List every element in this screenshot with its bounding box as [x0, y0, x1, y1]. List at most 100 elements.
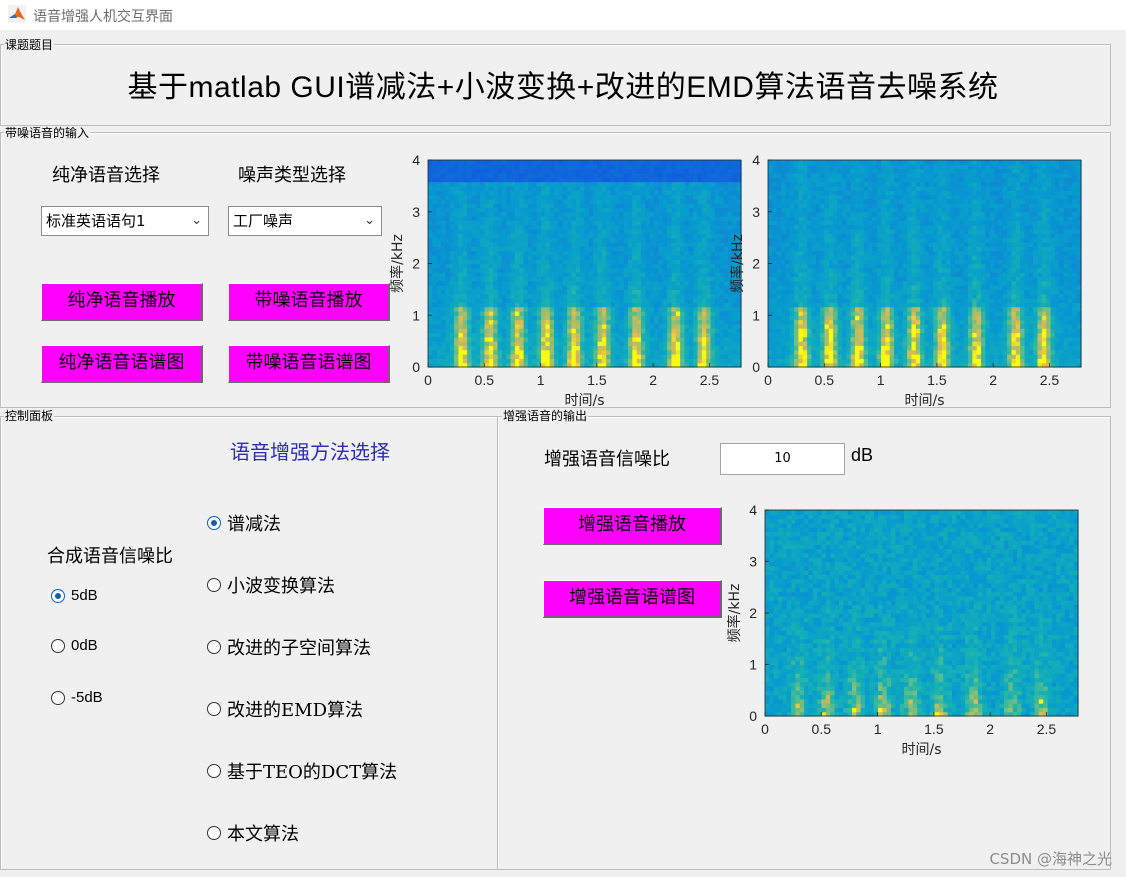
y-tick-label: 1: [412, 307, 420, 323]
y-tick-label: 2: [749, 605, 757, 621]
y-tick-label: 0: [749, 708, 757, 724]
noise-type-select[interactable]: 工厂噪声 ⌄: [228, 206, 382, 236]
y-tick-label: 4: [752, 152, 760, 168]
topic-panel-label: 课题题目: [4, 38, 55, 52]
method-radio-wavelet[interactable]: 小波变换算法: [207, 572, 335, 598]
clean-spectrogram-button[interactable]: 纯净语音语谱图: [41, 345, 203, 383]
y-axis-label: 频率/kHz: [726, 584, 743, 643]
x-tick-label: 0.5: [812, 721, 832, 737]
x-tick-label: 2.5: [1040, 372, 1060, 388]
noisy-spectrogram-button[interactable]: 带噪语音语谱图: [228, 345, 390, 383]
y-tick-label: 4: [749, 502, 757, 518]
enhanced-snr-field[interactable]: 10: [720, 443, 845, 475]
x-axis-label: 时间/s: [904, 393, 944, 406]
radio-button-icon: [207, 578, 221, 592]
snr-option-label: 5dB: [71, 587, 98, 604]
enhanced-spectrogram-button[interactable]: 增强语音语谱图: [543, 580, 722, 618]
spectrogram-image: [765, 510, 1079, 717]
method-radio-spectral-subtraction[interactable]: 谱减法: [207, 510, 281, 536]
clean-play-button[interactable]: 纯净语音播放: [41, 283, 203, 321]
noisy-play-button[interactable]: 带噪语音播放: [228, 283, 390, 321]
radio-button-icon: [207, 516, 221, 530]
method-label: 基于TEO的DCT算法: [227, 762, 398, 783]
x-tick-label: 1: [874, 721, 882, 737]
input-panel: [0, 132, 1111, 408]
spectrogram-image: [428, 160, 742, 368]
watermark: CSDN @海神之光: [989, 850, 1112, 868]
snr-radio-0db[interactable]: 0dB: [51, 637, 98, 654]
main-title: 基于matlab GUI谱减法+小波变换+改进的EMD算法语音去噪系统: [127, 71, 999, 104]
snr-radio-minus5db[interactable]: -5dB: [51, 689, 103, 706]
method-radio-emd[interactable]: 改进的EMD算法: [207, 696, 363, 722]
chevron-down-icon: ⌄: [364, 213, 375, 228]
method-label: 改进的子空间算法: [227, 638, 371, 659]
snr-option-label: 0dB: [71, 637, 98, 654]
x-tick-label: 0.5: [475, 372, 495, 388]
x-tick-label: 1: [877, 372, 885, 388]
y-tick-label: 1: [749, 657, 757, 673]
noise-type-label: 噪声类型选择: [238, 165, 346, 186]
window-titlebar: 语音增强人机交互界面: [0, 0, 1126, 30]
method-label: 小波变换算法: [227, 576, 335, 597]
enhanced-snr-label: 增强语音信噪比: [544, 449, 670, 470]
y-tick-label: 2: [752, 256, 760, 272]
x-tick-label: 0.5: [815, 372, 835, 388]
enhanced-play-button[interactable]: 增强语音播放: [543, 507, 722, 545]
control-panel-label: 控制面板: [4, 409, 55, 423]
clean-speech-label: 纯净语音选择: [52, 165, 160, 186]
method-label: 谱减法: [227, 514, 281, 535]
clean-speech-select-value: 标准英语语句1: [46, 212, 146, 230]
enhanced-snr-unit: dB: [851, 445, 874, 465]
radio-button-icon: [207, 826, 221, 840]
x-axis-label: 时间/s: [901, 742, 941, 758]
spectrogram-image: [768, 160, 1082, 368]
y-tick-label: 0: [412, 359, 420, 375]
radio-button-icon: [207, 702, 221, 716]
x-tick-label: 2.5: [700, 372, 720, 388]
synth-snr-title: 合成语音信噪比: [47, 546, 173, 567]
snr-option-label: -5dB: [71, 689, 103, 706]
y-tick-label: 1: [752, 307, 760, 323]
x-axis-label: 时间/s: [564, 393, 604, 406]
output-panel-label: 增强语音的输出: [502, 409, 589, 423]
matlab-icon: [8, 5, 26, 23]
y-tick-label: 0: [752, 359, 760, 375]
x-tick-label: 1.5: [587, 372, 607, 388]
y-tick-label: 3: [749, 554, 757, 570]
clean-spectrogram-axes: 0 0.5 1 1.5 2 2.5 0 1 2 3 4 时间/s 频率/kHz: [389, 152, 742, 406]
method-selection-title: 语音增强方法选择: [230, 440, 390, 464]
snr-radio-5db[interactable]: 5dB: [51, 587, 98, 604]
x-tick-label: 0: [764, 372, 772, 388]
x-tick-label: 2: [986, 721, 994, 737]
x-tick-label: 2: [989, 372, 997, 388]
x-tick-label: 0: [424, 372, 432, 388]
radio-button-icon: [51, 690, 65, 705]
x-tick-label: 2: [649, 372, 657, 388]
radio-button-icon: [207, 764, 221, 778]
topic-panel: [0, 44, 1111, 126]
y-tick-label: 4: [412, 152, 420, 168]
x-tick-label: 0: [761, 721, 769, 737]
window-title: 语音增强人机交互界面: [33, 9, 173, 25]
radio-button-icon: [51, 588, 65, 603]
chevron-down-icon: ⌄: [191, 213, 202, 228]
noisy-spectrogram-axes: 0 0.5 1 1.5 2 2.5 0 1 2 3 4 时间/s 频率/kHz: [729, 152, 1082, 406]
method-radio-proposed[interactable]: 本文算法: [207, 820, 299, 846]
x-tick-label: 1: [537, 372, 545, 388]
x-tick-label: 1.5: [927, 372, 947, 388]
y-tick-label: 3: [752, 204, 760, 220]
clean-speech-select[interactable]: 标准英语语句1 ⌄: [41, 206, 209, 236]
y-tick-label: 3: [412, 204, 420, 220]
y-axis-label: 频率/kHz: [389, 234, 406, 293]
noise-type-select-value: 工厂噪声: [233, 212, 294, 230]
radio-button-icon: [51, 638, 65, 653]
y-tick-label: 2: [412, 256, 420, 272]
method-label: 本文算法: [227, 824, 299, 845]
radio-button-icon: [207, 640, 221, 654]
x-tick-label: 2.5: [1037, 721, 1057, 737]
method-radio-teo-dct[interactable]: 基于TEO的DCT算法: [207, 758, 397, 784]
method-radio-subspace[interactable]: 改进的子空间算法: [207, 634, 371, 660]
x-tick-label: 1.5: [924, 721, 944, 737]
output-panel: [497, 416, 1111, 870]
enhanced-spectrogram-axes: 0 0.5 1 1.5 2 2.5 0 1 2 3 4 时间/s 频率/kHz: [726, 502, 1079, 758]
